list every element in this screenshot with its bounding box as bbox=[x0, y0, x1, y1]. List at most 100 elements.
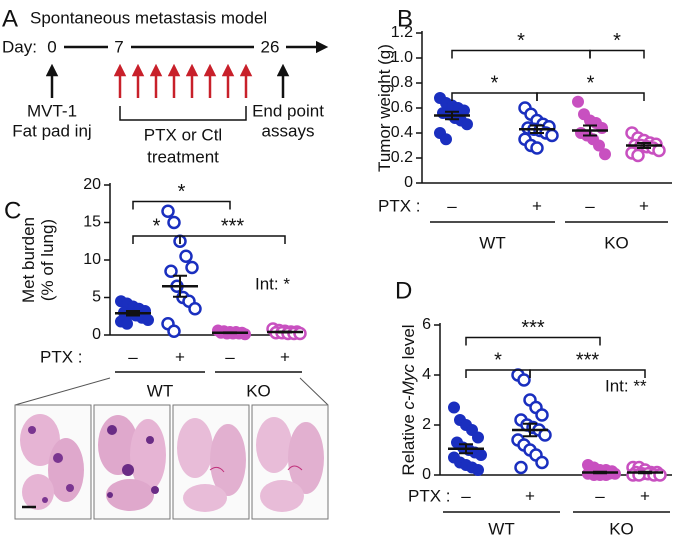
y-axis-label: Met burden bbox=[19, 217, 38, 303]
significance-label: * bbox=[494, 349, 502, 371]
data-point bbox=[164, 264, 178, 278]
y-tick-label: 0.6 bbox=[391, 99, 413, 116]
y-tick-label: 4 bbox=[422, 366, 431, 383]
data-point bbox=[472, 464, 484, 476]
group-label: WT bbox=[479, 233, 505, 252]
treatment-arrows bbox=[113, 63, 253, 98]
timeline-line bbox=[45, 40, 329, 98]
data-point bbox=[530, 141, 544, 155]
error-bar bbox=[278, 330, 292, 334]
bracket bbox=[119, 106, 247, 121]
significance-label: *** bbox=[576, 349, 600, 371]
significance-label: *** bbox=[221, 215, 245, 237]
y-tick-label: 1.0 bbox=[391, 49, 413, 66]
significance-bracket bbox=[536, 92, 645, 101]
y-tick-label: 2 bbox=[422, 416, 431, 433]
y-tick-label: 0 bbox=[404, 174, 413, 191]
data-point bbox=[599, 148, 611, 161]
data-point bbox=[167, 215, 181, 230]
category-label: – bbox=[128, 347, 138, 366]
y-tick-label: 0.4 bbox=[391, 124, 413, 141]
error-bar bbox=[583, 124, 597, 137]
group-label: WT bbox=[488, 519, 514, 538]
y-axis-label-part: (% of lung) bbox=[38, 219, 57, 301]
error-bar bbox=[523, 422, 537, 438]
y-axis-label: Relative c-Myc level bbox=[399, 324, 418, 475]
y-axis-label: (% of lung) bbox=[38, 219, 57, 301]
day-label: Day: bbox=[2, 37, 37, 56]
lung-image bbox=[172, 404, 250, 520]
note: assays bbox=[262, 121, 315, 140]
panel-a: A Spontaneous metastasis model Day: 0 7 … bbox=[2, 5, 329, 166]
significance-bracket bbox=[179, 235, 286, 244]
significance-label: * bbox=[587, 72, 595, 94]
data-point bbox=[514, 460, 528, 475]
category-label: – bbox=[225, 347, 235, 366]
data-point bbox=[475, 449, 487, 461]
ptx-label: PTX : bbox=[40, 347, 83, 366]
y-tick-label: 1.2 bbox=[391, 24, 413, 41]
data-point bbox=[440, 133, 452, 146]
data-point bbox=[572, 95, 584, 108]
day: 7 bbox=[114, 37, 123, 56]
data-point bbox=[293, 326, 307, 341]
y-tick-label: 10 bbox=[83, 251, 101, 268]
y-tick-label: 0.8 bbox=[391, 74, 413, 91]
significance-label: * bbox=[153, 215, 161, 237]
data-point bbox=[461, 118, 473, 131]
category-label: – bbox=[461, 486, 471, 505]
significance-bracket bbox=[132, 200, 231, 210]
ptx-label: PTX : bbox=[378, 196, 421, 215]
error-bar bbox=[126, 310, 140, 317]
significance-label: *** bbox=[521, 317, 545, 339]
group-label: WT bbox=[147, 381, 173, 400]
y-axis-label-part: Tumor weight (g) bbox=[375, 44, 394, 172]
data-point bbox=[535, 455, 549, 470]
note: Fat pad inj bbox=[12, 121, 91, 140]
category-label: + bbox=[280, 347, 290, 366]
lung-images bbox=[14, 377, 329, 520]
data-point bbox=[653, 468, 667, 482]
data-point bbox=[545, 128, 559, 143]
category-label: + bbox=[525, 486, 535, 505]
note: End point bbox=[252, 101, 324, 120]
y-axis-label-part: level bbox=[399, 324, 418, 364]
y-tick-label: 20 bbox=[83, 176, 101, 193]
ptx-label: PTX : bbox=[408, 486, 451, 505]
data-point bbox=[188, 302, 202, 316]
note: MVT-1 bbox=[27, 101, 77, 120]
panel-label: A bbox=[2, 5, 18, 32]
error-bar bbox=[223, 331, 237, 335]
lung-image bbox=[14, 404, 92, 520]
data-point bbox=[121, 317, 133, 330]
category-label: – bbox=[585, 196, 595, 215]
category-label: – bbox=[447, 196, 457, 215]
error-bar bbox=[530, 124, 544, 134]
timeline-title: Spontaneous metastasis model bbox=[30, 8, 267, 27]
group-label: KO bbox=[604, 233, 629, 252]
significance-label: * bbox=[613, 30, 621, 52]
data-point bbox=[593, 139, 605, 152]
lung-image bbox=[93, 404, 171, 520]
panel-label: D bbox=[395, 277, 412, 304]
day: 0 bbox=[47, 37, 56, 56]
day: 26 bbox=[261, 37, 280, 56]
significance-label: * bbox=[517, 30, 525, 52]
significance-bracket bbox=[465, 336, 601, 346]
group-label: KO bbox=[609, 519, 634, 538]
y-axis-label-part: Relative bbox=[399, 409, 418, 475]
category-label: – bbox=[595, 486, 605, 505]
data-point bbox=[631, 148, 645, 163]
data-point bbox=[142, 314, 154, 326]
error-bar bbox=[637, 142, 651, 149]
error-bar bbox=[638, 470, 652, 475]
group-label: KO bbox=[246, 381, 271, 400]
significance-label: * bbox=[178, 181, 186, 203]
significance-bracket bbox=[529, 369, 646, 378]
panel-label: B bbox=[397, 5, 413, 32]
data-point bbox=[596, 122, 608, 134]
